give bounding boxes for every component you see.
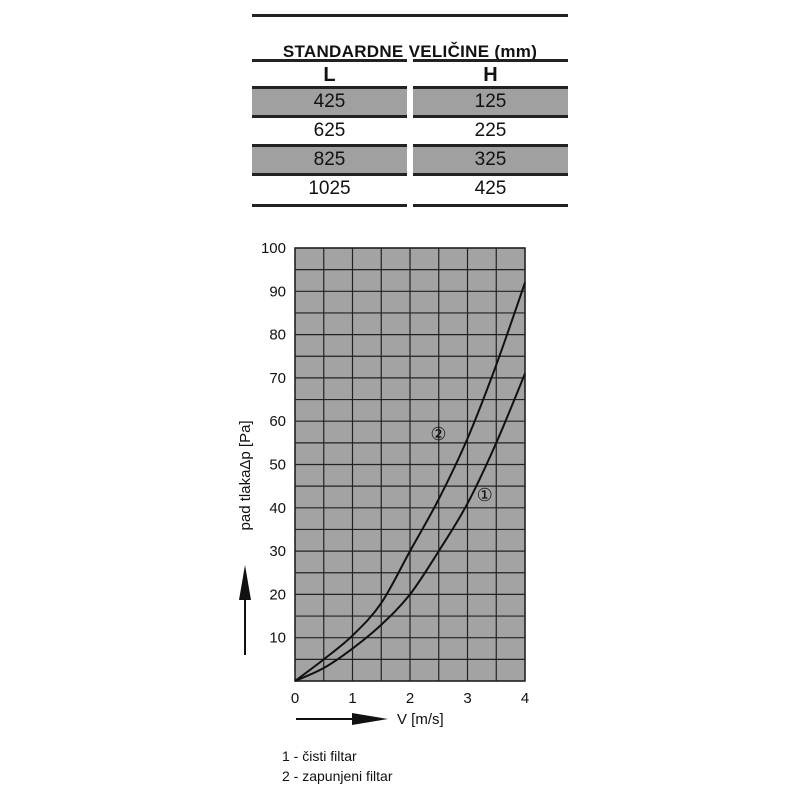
rule [252, 144, 407, 147]
y-axis-label-secondary: pad tlaka [237, 469, 254, 531]
y-arrow-head [239, 565, 251, 600]
rule [252, 115, 407, 118]
table-cell: 125 [413, 88, 568, 116]
table-cell: 825 [252, 146, 407, 174]
rule [413, 59, 568, 62]
y-tick-label: 70 [269, 370, 286, 387]
x-axis-label: V [m/s] [397, 711, 444, 728]
table-cell: 225 [474, 120, 507, 141]
series-2-marker: ② [430, 424, 446, 444]
legend-item-2: 2 - zapunjeni filtar [282, 768, 393, 784]
x-tick-label: 0 [291, 690, 299, 707]
table-cell: 1025 [308, 178, 351, 199]
table-cell: 425 [474, 178, 507, 199]
x-tick-label: 4 [521, 690, 529, 707]
legend-item-1: 1 - čisti filtar [282, 748, 357, 764]
rule [413, 86, 568, 89]
x-tick-label: 2 [406, 690, 414, 707]
table-cell: 425 [252, 88, 407, 116]
y-tick-label: 90 [269, 283, 286, 300]
y-tick-label: 60 [269, 413, 286, 430]
table-title: STANDARDNE VELIČINE (mm) [282, 42, 538, 61]
x-arrow-head [352, 713, 388, 725]
x-tick-label: 1 [348, 690, 356, 707]
table-cell: 625 [313, 120, 346, 141]
table-top-rule [252, 14, 568, 17]
y-tick-label: 40 [269, 500, 286, 517]
rule [413, 173, 568, 176]
y-tick-label: 10 [269, 630, 286, 647]
series-1-line [294, 373, 526, 682]
rule [252, 173, 407, 176]
rule [252, 59, 407, 62]
y-tick-label: 30 [269, 543, 286, 560]
y-tick-label: 20 [269, 586, 286, 603]
table-bottom-rule [252, 204, 407, 207]
series-2-line [294, 282, 526, 682]
rule [413, 144, 568, 147]
x-tick-label: 3 [463, 690, 471, 707]
y-tick-label: 80 [269, 327, 286, 344]
header-H: H [483, 64, 498, 86]
y-tick-label: 100 [261, 240, 286, 257]
rule [413, 115, 568, 118]
series-1-marker: ① [477, 485, 493, 505]
y-tick-label: 50 [269, 457, 286, 474]
rule [252, 86, 407, 89]
header-L: L [323, 64, 336, 86]
table-bottom-rule [413, 204, 568, 207]
y-axis-label: Δp [Pa] [237, 420, 254, 469]
table-cell: 325 [413, 146, 568, 174]
